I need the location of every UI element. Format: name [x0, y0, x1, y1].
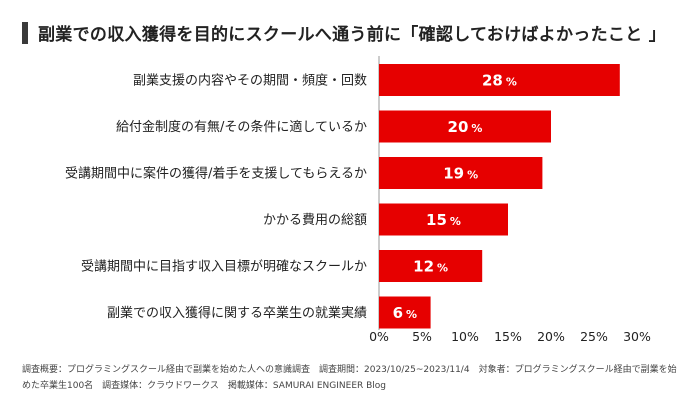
- x-tick-label: 0%: [369, 329, 389, 344]
- x-tick-label: 15%: [494, 329, 522, 344]
- x-tick-label: 30%: [623, 329, 651, 344]
- value-label: 15%: [426, 211, 461, 229]
- x-tick-label: 10%: [451, 329, 479, 344]
- bar: [379, 296, 431, 329]
- value-label: 28%: [482, 72, 517, 90]
- category-label: かかる費用の総額: [263, 213, 367, 228]
- value-label: 6%: [393, 304, 417, 322]
- category-label: 給付金制度の有無/その条件に適しているか: [116, 119, 367, 135]
- category-label: 受講期間中に目指す収入目標が明確なスクールか: [81, 259, 367, 275]
- bar: [379, 110, 551, 143]
- category-label: 副業支援の内容やその期間・頻度・回数: [133, 73, 367, 89]
- x-tick-label: 5%: [412, 329, 432, 344]
- value-label: 20%: [448, 118, 483, 136]
- value-label: 12%: [413, 258, 448, 276]
- value-label: 19%: [443, 165, 478, 183]
- x-tick-label: 20%: [537, 329, 565, 344]
- category-label: 受講期間中に案件の獲得/着手を支援してもらえるか: [65, 166, 367, 182]
- category-label: 副業での収入獲得に関する卒業生の就業実績: [107, 305, 367, 321]
- bar: [379, 157, 543, 189]
- chart-title: 副業での収入獲得を目的にスクールへ通う前に「確認しておけばよかったこと 」: [38, 25, 666, 45]
- bar-chart: 副業支援の内容やその期間・頻度・回数 28 % 給付金制度の有無/その条件に適している…: [65, 56, 651, 344]
- survey-footnote: 調査概要：プログラミングスクール経由で副業を始めた人への意識調査 調査期間：20…: [22, 365, 677, 391]
- title-accent-bar: [22, 22, 28, 44]
- x-tick-label: 25%: [580, 329, 608, 344]
- bar: [379, 64, 620, 96]
- bar: [379, 250, 483, 282]
- bar: [379, 203, 508, 236]
